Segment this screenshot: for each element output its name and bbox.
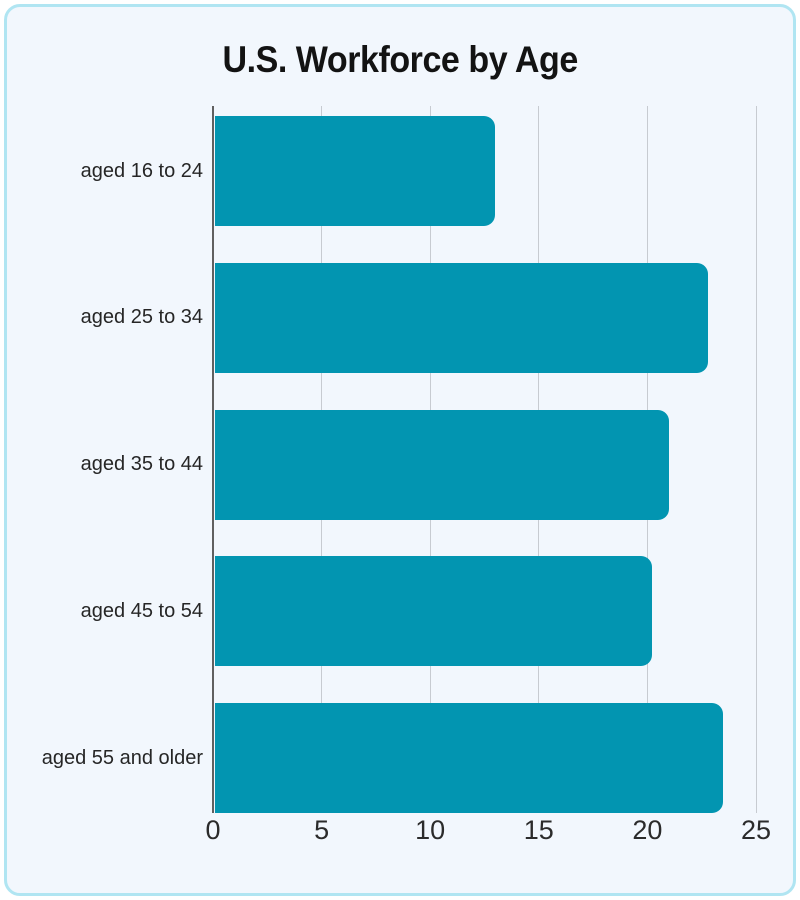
y-axis-line bbox=[212, 106, 214, 813]
chart-title: U.S. Workforce by Age bbox=[7, 39, 793, 81]
chart-title-text: U.S. Workforce by Age bbox=[222, 39, 578, 80]
category-label: aged 45 to 54 bbox=[80, 599, 203, 622]
x-tick-label: 0 bbox=[205, 815, 221, 845]
x-tick-label: 5 bbox=[314, 815, 330, 845]
x-tick-label: 10 bbox=[415, 815, 446, 845]
plot-area: 0 5 10 15 20 25 bbox=[205, 106, 771, 845]
x-tick-label: 20 bbox=[632, 815, 663, 845]
chart-card: U.S. Workforce by Age aged 16 to 24 aged … bbox=[4, 4, 796, 896]
x-tick-label: 25 bbox=[740, 815, 772, 845]
category-label: aged 55 and older bbox=[41, 746, 203, 769]
category-axis: aged 16 to 24 aged 25 to 34 aged 35 to 44 a… bbox=[23, 106, 203, 813]
bar bbox=[215, 409, 669, 520]
x-tick-label: 15 bbox=[523, 815, 554, 845]
bar bbox=[215, 703, 724, 813]
grid-line bbox=[755, 106, 757, 813]
category-label: aged 25 to 34 bbox=[80, 306, 203, 329]
bar bbox=[215, 556, 652, 667]
category-label: aged 35 to 44 bbox=[80, 453, 203, 475]
bar bbox=[215, 262, 709, 373]
bar bbox=[215, 116, 496, 226]
category-label: aged 16 to 24 bbox=[80, 159, 203, 182]
